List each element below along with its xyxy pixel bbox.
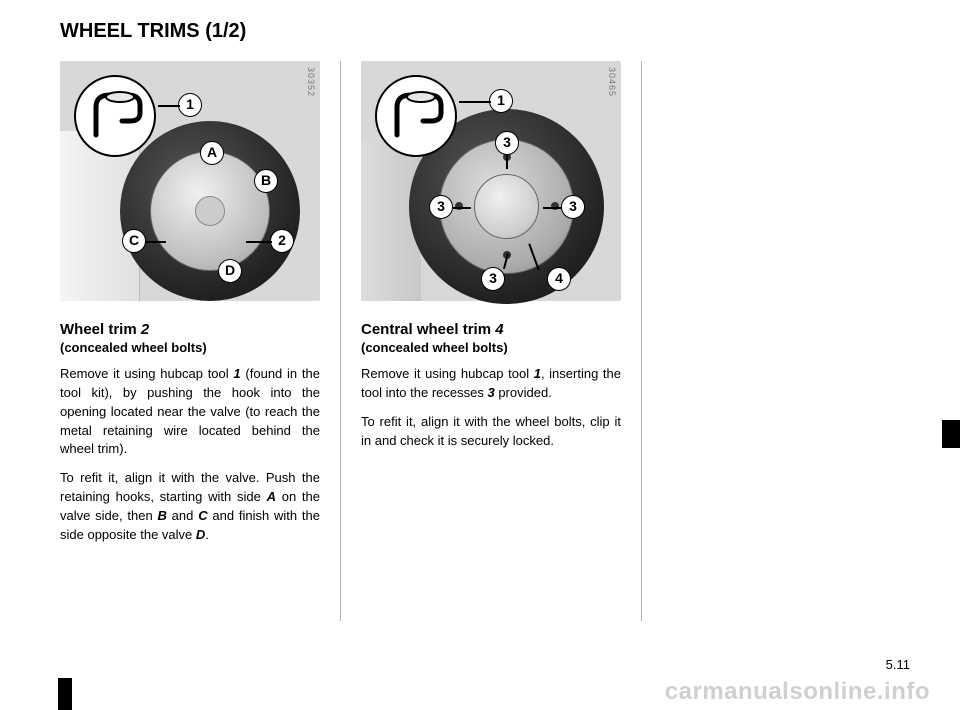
right-p1-num: 1 [534, 366, 541, 381]
columns: 30352 1 A B [60, 61, 910, 621]
leader-1b [459, 101, 491, 103]
callout-4: 4 [547, 267, 571, 291]
leader-2 [246, 241, 272, 243]
callout-D: D [218, 259, 242, 283]
leader-1 [158, 105, 180, 107]
left-p2-C: C [198, 508, 207, 523]
section-left: Wheel trim 2 (concealed wheel bolts) Rem… [60, 321, 320, 555]
right-p1-a: Remove it using hubcap tool [361, 366, 534, 381]
right-p1-c: provided. [495, 385, 552, 400]
callout-C: C [122, 229, 146, 253]
right-p1-num3: 3 [487, 385, 494, 400]
column-divider-2 [641, 61, 642, 621]
left-p2-D: D [196, 527, 205, 542]
left-p1-num: 1 [233, 366, 240, 381]
left-p2: To refit it, align it with the valve. Pu… [60, 469, 320, 544]
page-number: 5.11 [886, 657, 910, 672]
right-p1: Remove it using hubcap tool 1, inserting… [361, 365, 621, 403]
image-code-left: 30352 [306, 67, 316, 97]
left-p2-B: B [158, 508, 167, 523]
callout-1: 1 [178, 93, 202, 117]
page: WHEEL TRIMS (1/2) 30352 [0, 0, 960, 710]
bolt-hole [551, 202, 559, 210]
crop-marker [58, 678, 72, 710]
section-right: Central wheel trim 4 (concealed wheel bo… [361, 321, 621, 460]
section-tab-marker [942, 420, 960, 448]
callout-A: A [200, 141, 224, 165]
right-heading-num: 4 [495, 321, 503, 338]
right-subheading: (concealed wheel bolts) [361, 340, 621, 355]
page-title: WHEEL TRIMS (1/2) [60, 20, 910, 43]
left-p2-c: and [167, 508, 198, 523]
tool-circle-right [375, 75, 457, 157]
left-heading-text: Wheel trim [60, 321, 137, 338]
watermark: carmanualsonline.info [665, 678, 930, 706]
column-divider-1 [340, 61, 341, 621]
leader-3t [506, 155, 508, 169]
bolt-hole [455, 202, 463, 210]
right-heading: Central wheel trim 4 [361, 321, 621, 338]
callout-3-right: 3 [561, 195, 585, 219]
column-right [662, 61, 910, 621]
leader-3r [543, 207, 561, 209]
left-p1-a: Remove it using hubcap tool [60, 366, 233, 381]
callout-3-left: 3 [429, 195, 453, 219]
figure-wheel-trim-2: 30352 1 A B [60, 61, 320, 301]
leader-3l [453, 207, 471, 209]
title-part: (1/2) [205, 20, 246, 42]
left-heading-num: 2 [141, 321, 149, 338]
left-subheading: (concealed wheel bolts) [60, 340, 320, 355]
title-main: WHEEL TRIMS [60, 20, 200, 42]
column-left: 30352 1 A B [60, 61, 320, 621]
callout-2: 2 [270, 229, 294, 253]
tool-circle-left [74, 75, 156, 157]
left-p2-A: A [267, 489, 276, 504]
column-middle: 30465 [361, 61, 621, 621]
callout-1b: 1 [489, 89, 513, 113]
callout-3-top: 3 [495, 131, 519, 155]
figure-central-wheel-trim-4: 30465 [361, 61, 621, 301]
leader-C [146, 241, 166, 243]
right-p2: To refit it, align it with the wheel bol… [361, 413, 621, 451]
hubcap-tool-icon [377, 77, 459, 159]
callout-B: B [254, 169, 278, 193]
hub-center [195, 196, 225, 226]
right-heading-text: Central wheel trim [361, 321, 491, 338]
callout-3-bottom: 3 [481, 267, 505, 291]
left-heading: Wheel trim 2 [60, 321, 320, 338]
center-cap [474, 174, 539, 239]
left-p1: Remove it using hubcap tool 1 (found in … [60, 365, 320, 459]
left-p2-e: . [205, 527, 209, 542]
hubcap-tool-icon [76, 77, 158, 159]
image-code-right: 30465 [607, 67, 617, 97]
